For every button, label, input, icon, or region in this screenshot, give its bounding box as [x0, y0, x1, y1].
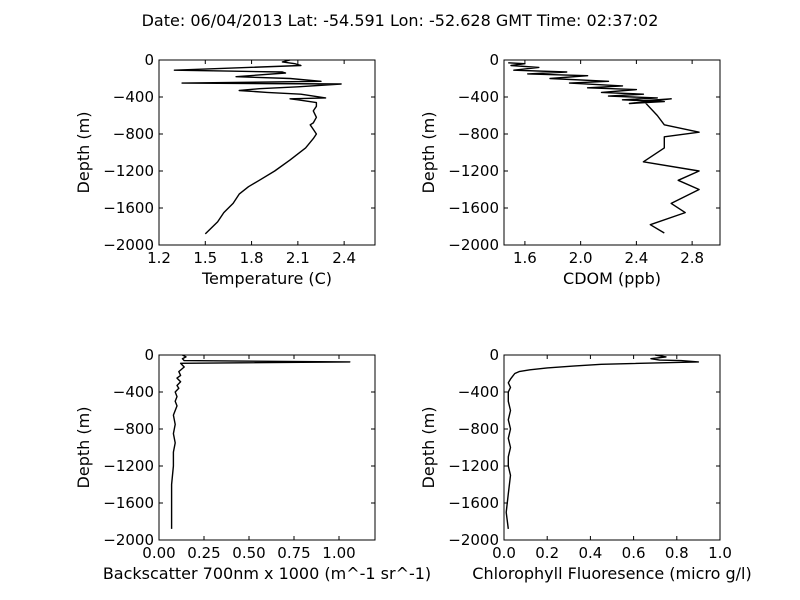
y-tick-label: −2000 — [448, 236, 499, 254]
y-tick-label: −2000 — [448, 531, 499, 549]
y-tick-label: −1200 — [448, 162, 499, 180]
y-tick-label: 0 — [489, 51, 499, 69]
y-tick-label: −800 — [458, 125, 499, 143]
y-tick-label: −1200 — [448, 457, 499, 475]
y-tick-label: 0 — [489, 346, 499, 364]
y-tick-label: −1200 — [103, 162, 154, 180]
y-tick-label: −400 — [113, 383, 154, 401]
x-axis-label: Chlorophyll Fluoresence (micro g/l) — [472, 564, 751, 583]
x-tick-label: 1.2 — [147, 249, 171, 267]
profile-line — [508, 62, 700, 234]
plot-frame — [503, 59, 721, 246]
x-axis-label: Temperature (C) — [201, 269, 332, 288]
panel-chlorophyll: Chlorophyll Fluoresence (micro g/l) Dept… — [419, 346, 752, 583]
y-tick-label: −1600 — [448, 494, 499, 512]
y-tick-label: 0 — [144, 51, 154, 69]
x-tick-label: 0.8 — [665, 544, 689, 562]
x-tick-label: 1.6 — [513, 249, 537, 267]
x-tick-label: 1.00 — [322, 544, 355, 562]
x-tick-label: 2.0 — [569, 249, 593, 267]
x-tick-label: 2.1 — [286, 249, 310, 267]
y-tick-label: −800 — [113, 125, 154, 143]
x-axis-label: CDOM (ppb) — [563, 269, 661, 288]
y-tick-label: −800 — [458, 420, 499, 438]
y-tick-label: −1600 — [103, 199, 154, 217]
x-tick-label: 0.00 — [142, 544, 175, 562]
x-tick-label: 1.0 — [708, 544, 732, 562]
x-tick-label: 1.8 — [240, 249, 264, 267]
y-axis-label: Depth (m) — [419, 112, 438, 194]
y-tick-label: −400 — [458, 88, 499, 106]
plot-frame — [158, 59, 376, 246]
y-tick-label: −2000 — [103, 236, 154, 254]
y-tick-label: −1600 — [448, 199, 499, 217]
x-tick-label: 2.8 — [680, 249, 704, 267]
figure-title: Date: 06/04/2013 Lat: -54.591 Lon: -52.6… — [142, 11, 659, 30]
y-tick-label: −400 — [113, 88, 154, 106]
x-tick-label: 0.2 — [535, 544, 559, 562]
x-tick-label: 1.5 — [193, 249, 217, 267]
profile-line — [173, 59, 342, 235]
y-tick-label: −1200 — [103, 457, 154, 475]
y-axis-label: Depth (m) — [74, 407, 93, 489]
y-axis-label: Depth (m) — [419, 407, 438, 489]
y-tick-label: −400 — [458, 383, 499, 401]
plot-frame — [503, 354, 721, 541]
profile-line — [505, 354, 700, 529]
x-tick-label: 0.50 — [232, 544, 265, 562]
x-axis-label: Backscatter 700nm x 1000 (m^-1 sr^-1) — [103, 564, 431, 583]
y-tick-label: −2000 — [103, 531, 154, 549]
panel-cdom: CDOM (ppb) Depth (m) 1.6 2.0 2.4 2.8 0 −400 −8… — [419, 51, 721, 288]
plot-frame — [158, 354, 376, 541]
x-tick-label: 0.75 — [277, 544, 310, 562]
y-tick-label: −800 — [113, 420, 154, 438]
y-tick-label: 0 — [144, 346, 154, 364]
x-tick-label: 0.25 — [187, 544, 220, 562]
x-tick-label: 0.6 — [622, 544, 646, 562]
profile-line — [170, 354, 351, 529]
x-tick-label: 2.4 — [332, 249, 356, 267]
y-axis-label: Depth (m) — [74, 112, 93, 194]
x-tick-label: 2.4 — [624, 249, 648, 267]
x-tick-label: 0.4 — [578, 544, 602, 562]
panel-temperature: Temperature (C) Depth (m) 1.2 1.5 1.8 2.1 2.… — [74, 51, 376, 288]
x-tick-label: 0.0 — [492, 544, 516, 562]
panel-backscatter: Backscatter 700nm x 1000 (m^-1 sr^-1) De… — [74, 346, 431, 583]
y-tick-label: −1600 — [103, 494, 154, 512]
